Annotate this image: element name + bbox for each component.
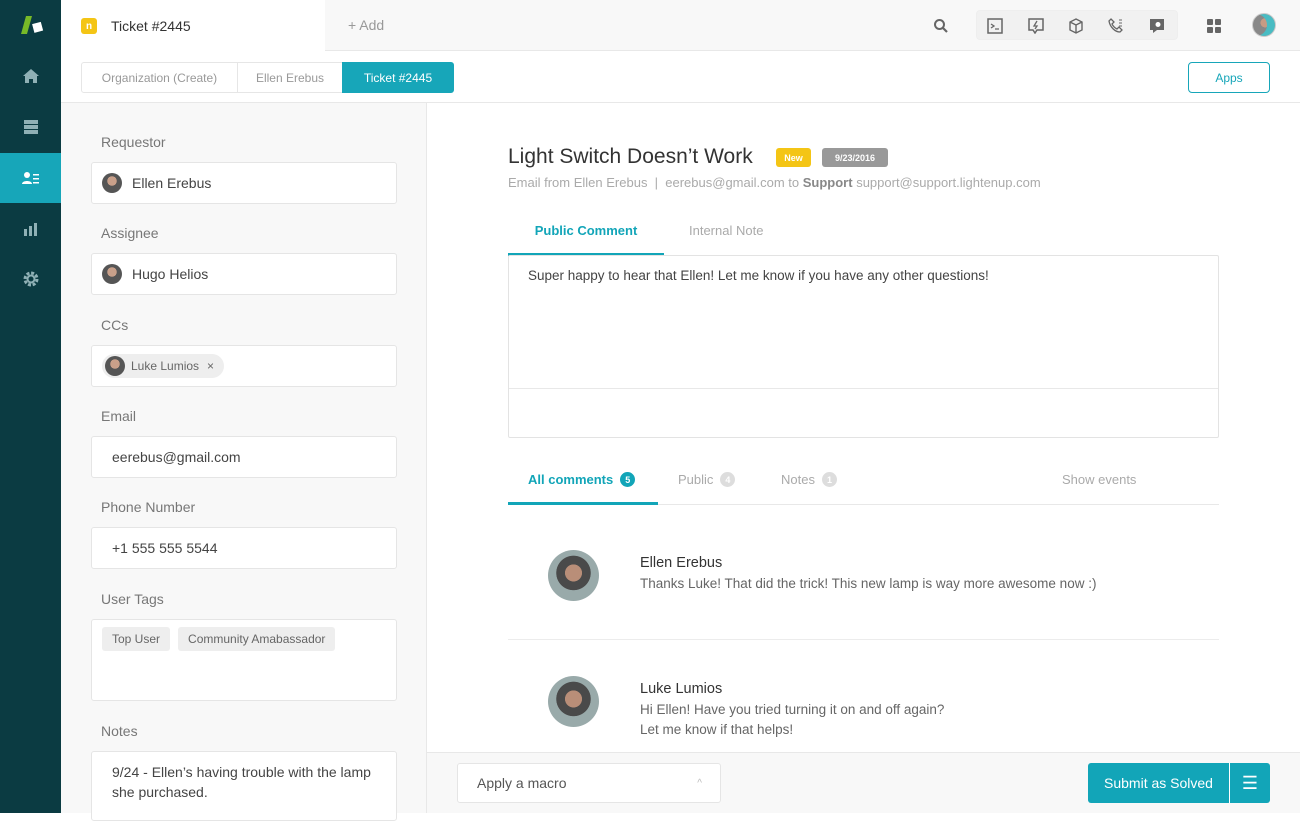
remove-cc-icon[interactable]: × [207,359,215,373]
nav-home[interactable] [0,51,61,101]
tab-public-comment[interactable]: Public Comment [508,223,664,256]
user-avatar[interactable] [1252,13,1276,37]
comment-author: Luke Lumios [640,681,723,697]
submit-button[interactable]: Submit as Solved [1088,763,1229,803]
filter-label: Notes [781,472,815,487]
phone-field[interactable]: +1 555 555 5544 [91,527,397,569]
user-tags-field[interactable]: Top User Community Amabassador [91,619,397,701]
settings-icon [23,271,38,287]
reporting-icon [23,223,37,236]
avatar [548,550,599,601]
add-tab-button[interactable]: + Add [348,17,385,33]
ticket-tab-badge: n [81,18,97,34]
comment-body: Thanks Luke! That did the trick! This ne… [640,576,1097,591]
editor-toolbar-divider [509,388,1218,389]
search-icon[interactable] [929,14,953,38]
zendesk-logo[interactable] [18,14,44,36]
breadcrumb-user[interactable]: Ellen Erebus [237,62,343,93]
views-icon [23,120,38,134]
cc-name: Luke Lumios [131,359,200,373]
avatar [102,264,122,284]
comment-author: Ellen Erebus [640,555,723,571]
nav-settings[interactable] [0,254,61,304]
count-badge: 4 [720,472,736,487]
comment-item: Ellen Erebus Thanks Luke! That did the t… [508,533,1219,640]
phone-label: Phone Number [101,499,196,515]
home-icon [22,69,39,83]
requestor-field[interactable]: Ellen Erebus [91,162,397,204]
lightning-chat-icon[interactable] [1024,14,1048,38]
tab-internal-note[interactable]: Internal Note [689,223,764,238]
ticket-main: Light Switch Doesn’t Work New 9/23/2016 … [427,103,1300,753]
email-label: Email [101,408,137,424]
avatar [102,173,122,193]
tag-chip: Top User [102,627,171,651]
meta-from: Email from Ellen Erebus | eerebus@gmail.… [508,175,803,190]
ticket-title: Light Switch Doesn’t Work [508,145,753,168]
terminal-icon[interactable] [983,14,1007,38]
filter-label: Public [678,472,714,487]
user-properties-panel: Requestor Ellen Erebus Assignee Hugo Hel… [61,103,427,821]
filter-all-comments[interactable]: All comments 5 [528,472,636,487]
comment-editor[interactable]: Super happy to hear that Ellen! Let me k… [508,255,1219,438]
submit-options-menu-icon[interactable]: ☰ [1229,763,1270,803]
comment-text: Super happy to hear that Ellen! Let me k… [528,268,989,283]
meta-to-email: support@support.lightenup.com [852,175,1041,190]
apply-macro-dropdown[interactable]: Apply a macro ^ [457,763,721,803]
user-tags-label: User Tags [101,591,164,607]
email-field[interactable]: eerebus@gmail.com [91,436,397,478]
ticket-meta: Email from Ellen Erebus | eerebus@gmail.… [508,175,1041,190]
requestor-label: Requestor [101,134,166,150]
cube-icon[interactable] [1064,14,1088,38]
active-filter-indicator [508,502,658,505]
apps-button[interactable]: Apps [1188,62,1270,93]
nav-reporting[interactable] [0,204,61,254]
chevron-up-icon: ^ [697,777,702,789]
filter-label: All comments [528,472,614,487]
comment-body-line: Hi Ellen! Have you tried turning it on a… [640,702,945,717]
subheader: Organization (Create) Ellen Erebus Ticke… [61,51,1300,103]
ccs-field[interactable]: Luke Lumios × [91,345,397,387]
nav-users[interactable] [0,153,61,203]
users-icon [21,172,39,184]
assignee-field[interactable]: Hugo Helios [91,253,397,295]
notes-field[interactable]: 9/24 - Ellen’s having trouble with the l… [91,751,397,821]
assignee-label: Assignee [101,225,159,241]
macro-placeholder: Apply a macro [477,775,567,791]
phone-icon[interactable] [1104,14,1128,38]
apps-grid-icon[interactable] [1202,14,1226,38]
sidebar-nav [0,0,61,813]
filter-public[interactable]: Public 4 [678,472,736,487]
avatar [105,356,125,376]
comment-item: Luke Lumios Hi Ellen! Have you tried tur… [508,640,1219,753]
comment-body-line: Let me know if that helps! [640,722,794,737]
ticket-tab-title: Ticket #2445 [111,18,191,34]
chat-icon[interactable] [1145,14,1169,38]
requestor-value: Ellen Erebus [132,175,212,191]
breadcrumb-ticket[interactable]: Ticket #2445 [342,62,454,93]
count-badge: 5 [620,472,636,487]
tag-chip: Community Amabassador [178,627,336,651]
nav-views[interactable] [0,102,61,152]
ticket-tab[interactable]: n Ticket #2445 [61,0,325,52]
top-bar: n Ticket #2445 + Add [61,0,1300,52]
count-badge: 1 [821,472,837,487]
ccs-label: CCs [101,317,129,333]
breadcrumb-organization[interactable]: Organization (Create) [81,62,238,93]
cc-chip: Luke Lumios × [102,354,225,378]
status-badge: New [776,148,811,167]
filter-divider [508,504,1219,505]
notes-label: Notes [101,723,138,739]
avatar [548,676,599,727]
ticket-footer: Apply a macro ^ Submit as Solved ☰ [427,752,1300,813]
assignee-value: Hugo Helios [132,266,209,282]
meta-to-name: Support [802,175,853,190]
date-badge: 9/23/2016 [822,148,888,167]
show-events-link[interactable]: Show events [1062,472,1137,487]
filter-notes[interactable]: Notes 1 [781,472,837,487]
